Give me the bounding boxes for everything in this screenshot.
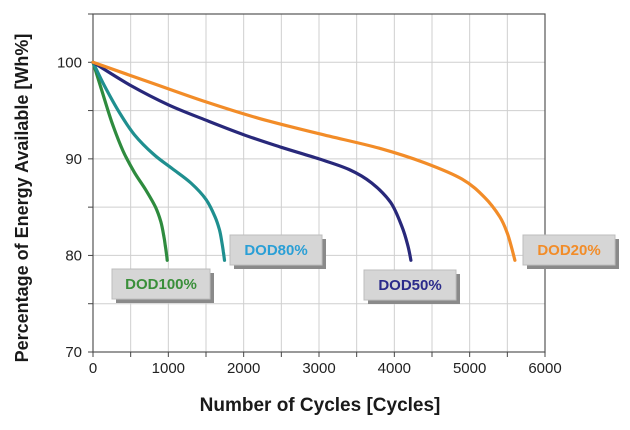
y-tick-label: 90 (65, 151, 82, 168)
axis-ticks: 0 1000 2000 3000 4000 5000 6000 70 80 90 100 (57, 13, 562, 377)
x-tick-label: 0 (89, 360, 97, 377)
series-label-dod50: DOD50% (363, 269, 460, 304)
label-text: DOD20% (537, 242, 600, 259)
label-text: DOD100% (125, 276, 197, 293)
x-tick-label: 1000 (152, 360, 185, 377)
label-box (111, 268, 211, 300)
series-label-dod100: DOD100% (111, 268, 214, 303)
y-tick-label: 70 (65, 344, 82, 361)
label-box (522, 234, 616, 266)
label-box (229, 234, 323, 266)
x-tick-label: 3000 (302, 360, 335, 377)
x-tick-label: 6000 (528, 360, 561, 377)
y-tick-label: 100 (57, 54, 82, 71)
x-tick-label: 4000 (378, 360, 411, 377)
series-line-dod20 (91, 60, 517, 262)
x-tick-label: 2000 (227, 360, 260, 377)
label-text: DOD50% (378, 277, 441, 294)
label-box (363, 269, 457, 301)
series-labels: DOD100% DOD80% DOD50% DOD20% (111, 234, 619, 304)
x-tick-label: 5000 (453, 360, 486, 377)
series-lines (91, 60, 517, 262)
series-label-dod20: DOD20% (522, 234, 619, 269)
x-axis-title: Number of Cycles [Cycles] (200, 395, 441, 416)
series-line-dod50 (91, 60, 413, 262)
series-line-dod80 (91, 60, 227, 262)
series-label-dod80: DOD80% (229, 234, 326, 269)
label-text: DOD80% (244, 242, 307, 259)
y-tick-label: 80 (65, 247, 82, 264)
y-axis-title: Percentage of Energy Available [Wh%] (12, 34, 32, 363)
series-line-dod100 (91, 60, 169, 262)
